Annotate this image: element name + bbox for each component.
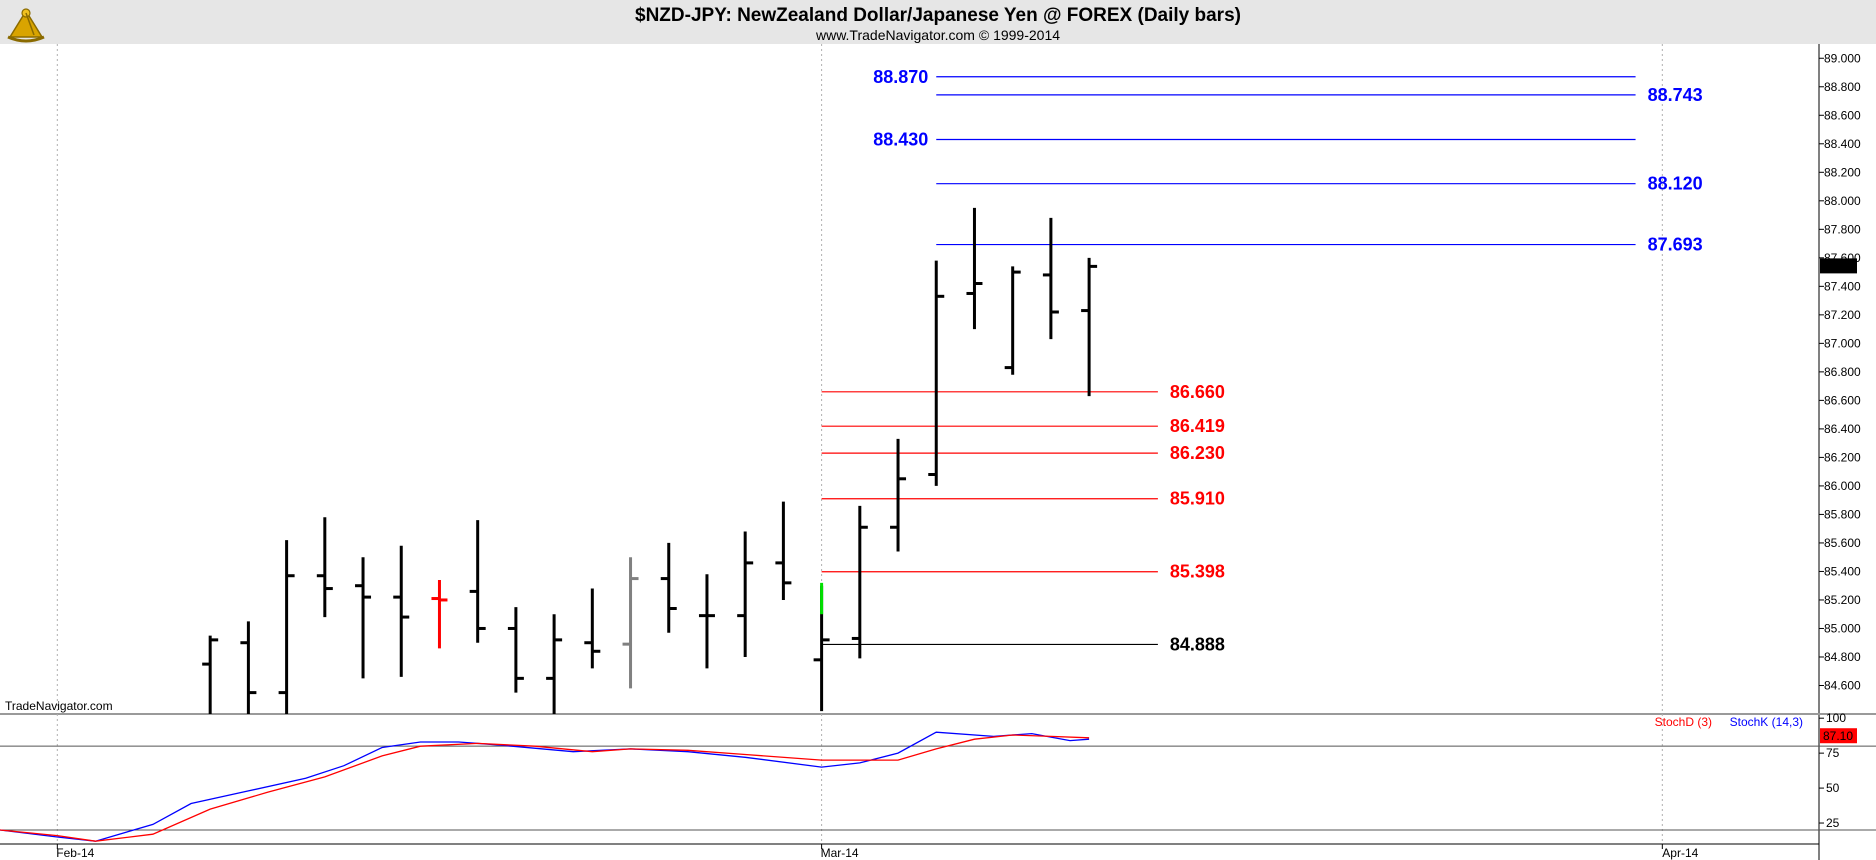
price-level-label: 84.888 xyxy=(1170,634,1225,654)
last-price-badge: 87.540 xyxy=(1820,258,1857,274)
ohlc-bar xyxy=(393,545,410,677)
price-level-label: 85.398 xyxy=(1170,562,1225,582)
stoch-last-value-badge: 87.10 xyxy=(1820,728,1857,744)
ohlc-bar xyxy=(775,501,792,600)
price-bars xyxy=(202,207,1098,714)
ohlc-bar xyxy=(966,207,983,330)
price-level-label: 88.743 xyxy=(1648,85,1703,105)
price-axis-label: 88.400 xyxy=(1824,137,1861,151)
ohlc-bar xyxy=(1081,257,1098,397)
price-level-label: 85.910 xyxy=(1170,489,1225,509)
ohlc-bar xyxy=(546,614,563,714)
copyright-text: www.TradeNavigator.com © 1999-2014 xyxy=(815,27,1060,43)
price-axis-label: 86.200 xyxy=(1824,450,1861,464)
price-level-label: 88.870 xyxy=(873,67,928,87)
svg-text:87.10: 87.10 xyxy=(1823,729,1853,743)
price-axis-label: 86.400 xyxy=(1824,422,1861,436)
stoch-grid xyxy=(0,745,1876,831)
ohlc-bar xyxy=(851,505,868,659)
stoch-series-line xyxy=(0,734,1090,842)
watermark-text: TradeNavigator.com xyxy=(5,699,113,713)
stoch-axis-label: 100 xyxy=(1826,711,1846,725)
price-grid xyxy=(56,44,1663,844)
price-axis-label: 86.600 xyxy=(1824,393,1861,407)
stoch-lines xyxy=(0,731,1090,842)
price-axis-label: 88.200 xyxy=(1824,165,1861,179)
price-axis-label: 86.000 xyxy=(1824,479,1861,493)
legend-stochd: StochD (3) xyxy=(1655,715,1712,729)
ohlc-bar xyxy=(1042,217,1059,340)
ohlc-bar xyxy=(240,621,257,714)
price-level-label: 88.120 xyxy=(1648,174,1703,194)
price-axis-label: 85.400 xyxy=(1824,564,1861,578)
stoch-series-line xyxy=(0,731,1090,842)
svg-text:87.540: 87.540 xyxy=(1820,259,1857,273)
time-axis: Feb-14 Mar-14 Apr-14 xyxy=(56,844,1699,860)
price-axis-label: 87.000 xyxy=(1824,336,1861,350)
price-axis-label: 84.800 xyxy=(1824,650,1861,664)
time-axis-label: Mar-14 xyxy=(821,846,859,860)
price-axis-label: 85.800 xyxy=(1824,507,1861,521)
sextant-logo-icon xyxy=(7,8,45,43)
price-level-label: 86.230 xyxy=(1170,443,1225,463)
ohlc-bar xyxy=(1004,266,1021,375)
price-axis-label: 86.800 xyxy=(1824,365,1861,379)
time-axis-label: Feb-14 xyxy=(56,846,94,860)
price-axis-label: 85.000 xyxy=(1824,621,1861,635)
legend-stochk: StochK (14,3) xyxy=(1730,715,1803,729)
price-axis: 84.600 84.800 85.000 85.200 85.400 85.600 85.8… xyxy=(1819,51,1861,692)
ohlc-bar xyxy=(469,520,486,643)
ohlc-bar xyxy=(316,517,333,618)
price-level-label: 86.660 xyxy=(1170,382,1225,402)
ohlc-bar xyxy=(737,531,754,657)
ohlc-bar xyxy=(431,580,448,649)
price-level-label: 87.693 xyxy=(1648,235,1703,255)
price-levels: 88.870 88.743 88.430 88.120 87.693 86.660 86.4… xyxy=(821,67,1703,654)
price-axis-label: 88.600 xyxy=(1824,108,1861,122)
price-axis-label: 87.400 xyxy=(1824,279,1861,293)
stoch-axis-label: 25 xyxy=(1826,816,1840,830)
price-level-label: 88.430 xyxy=(873,130,928,150)
price-axis-label: 89.000 xyxy=(1824,51,1861,65)
price-axis-label: 84.600 xyxy=(1824,678,1861,692)
header-band xyxy=(0,0,1876,44)
price-axis-label: 85.200 xyxy=(1824,593,1861,607)
chart-title: $NZD-JPY: NewZealand Dollar/Japanese Yen… xyxy=(635,5,1241,26)
stoch-axis: 25 50 75 100 xyxy=(1819,711,1846,830)
price-axis-label: 87.200 xyxy=(1824,308,1861,322)
ohlc-bar xyxy=(890,438,907,552)
stoch-axis-label: 75 xyxy=(1826,746,1840,760)
ohlc-bar xyxy=(928,260,945,486)
ohlc-bar xyxy=(202,635,219,714)
ohlc-bar xyxy=(507,607,524,693)
ohlc-bar xyxy=(584,588,601,669)
ohlc-bar xyxy=(660,542,677,633)
time-axis-label: Apr-14 xyxy=(1662,846,1698,860)
stoch-axis-label: 50 xyxy=(1826,781,1840,795)
ohlc-bar xyxy=(622,557,639,689)
price-axis-label: 85.600 xyxy=(1824,536,1861,550)
price-axis-label: 88.000 xyxy=(1824,194,1861,208)
ohlc-bar xyxy=(355,557,372,679)
price-axis-label: 87.800 xyxy=(1824,222,1861,236)
ohlc-bar xyxy=(698,574,715,669)
ohlc-bar xyxy=(278,540,295,714)
price-axis-label: 88.800 xyxy=(1824,80,1861,94)
price-level-label: 86.419 xyxy=(1170,416,1225,436)
